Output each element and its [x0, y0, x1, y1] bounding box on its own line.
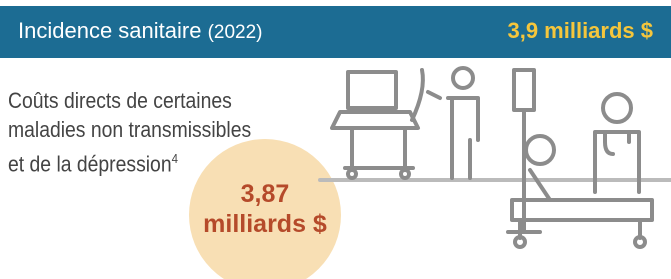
title: Incidence sanitaire — [18, 18, 201, 43]
description-line: et de la dépression4 — [8, 144, 251, 178]
header-title: Incidence sanitaire (2022) — [18, 18, 263, 44]
header-value: 3,9 milliards $ — [507, 18, 653, 44]
highlight-unit: milliards $ — [190, 210, 340, 239]
medical-scene — [320, 68, 671, 247]
footnote: 4 — [172, 151, 178, 166]
highlight-number: 3,87 — [190, 180, 340, 209]
page: Incidence sanitaire (2022) 3,9 milliards… — [0, 0, 671, 279]
description: Coûts directs de certaines maladies non … — [8, 86, 284, 178]
text: et de la dépression — [8, 151, 172, 176]
description-line: Coûts directs de certaines — [8, 86, 251, 115]
year: (2022) — [208, 22, 263, 43]
description-line: maladies non transmissibles — [8, 115, 251, 144]
